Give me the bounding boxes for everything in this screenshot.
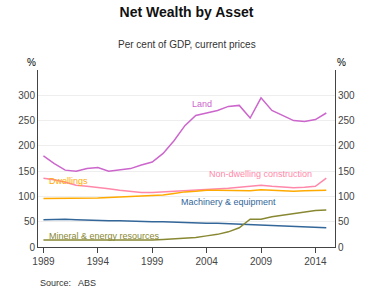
- svg-text:150: 150: [18, 166, 35, 177]
- svg-text:200: 200: [338, 140, 355, 151]
- svg-text:50: 50: [338, 216, 350, 227]
- svg-text:Dwellings: Dwellings: [49, 176, 88, 186]
- svg-text:Non-dwelling construction: Non-dwelling construction: [209, 169, 312, 179]
- svg-text:200: 200: [18, 140, 35, 151]
- svg-text:100: 100: [338, 191, 355, 202]
- svg-text:250: 250: [338, 115, 355, 126]
- svg-text:50: 50: [24, 216, 36, 227]
- svg-text:0: 0: [338, 242, 344, 253]
- svg-text:%: %: [337, 57, 346, 68]
- svg-text:0: 0: [29, 242, 35, 253]
- svg-text:2009: 2009: [250, 256, 273, 267]
- svg-text:Source: ABS: Source: ABS: [40, 278, 96, 288]
- svg-text:250: 250: [18, 115, 35, 126]
- svg-text:Machinery & equipment: Machinery & equipment: [181, 197, 276, 207]
- svg-text:2004: 2004: [196, 256, 219, 267]
- svg-text:%: %: [27, 57, 36, 68]
- svg-text:1999: 1999: [141, 256, 164, 267]
- svg-text:1989: 1989: [32, 256, 55, 267]
- svg-text:300: 300: [18, 90, 35, 101]
- svg-text:Net Wealth by Asset: Net Wealth by Asset: [120, 4, 254, 20]
- svg-text:Land: Land: [192, 99, 212, 109]
- svg-text:Mineral & energy resources: Mineral & energy resources: [49, 231, 160, 241]
- svg-text:1994: 1994: [87, 256, 110, 267]
- svg-text:2014: 2014: [304, 256, 327, 267]
- svg-text:Per cent of GDP, current price: Per cent of GDP, current prices: [118, 39, 256, 50]
- svg-text:100: 100: [18, 191, 35, 202]
- svg-text:300: 300: [338, 90, 355, 101]
- svg-text:150: 150: [338, 166, 355, 177]
